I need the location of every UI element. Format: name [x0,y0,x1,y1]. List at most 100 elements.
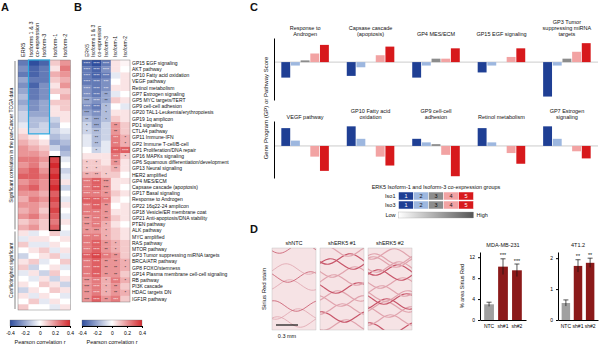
cell [120,141,130,148]
significance: **** [84,210,91,215]
text-line: 3 [434,193,437,199]
significance: **** [93,278,100,283]
row-label: GP6 Squamous differentiation/development [132,159,229,165]
cell [101,165,111,172]
significance: * [105,290,107,295]
cell [39,117,50,123]
significance: * [124,265,126,270]
cell [60,213,71,219]
significance: ** [104,210,108,215]
cell [39,134,50,140]
heatmap: ERK5Isoforms 1 & 3co-expressionIsoform-3… [6,22,74,345]
cell [92,116,102,123]
cell [29,111,40,117]
tick-mark [556,289,558,290]
cell [120,215,130,222]
histology-image [368,248,412,330]
cell [39,208,50,214]
text-line: ** [95,135,99,140]
significance: **** [84,86,91,91]
significance: ** [104,259,108,264]
significance: *** [113,141,118,146]
row-label: GP7 Estrogen signaling [132,91,185,97]
cell [82,271,92,278]
cell [120,79,130,86]
significance: ** [114,259,118,264]
cell [111,110,121,117]
text-line: ** [114,129,118,134]
stain-texture [272,316,316,327]
significance: **** [84,61,91,66]
cell [111,66,121,73]
text-line: ** [104,296,108,301]
cell [120,72,130,79]
significance: **** [93,104,100,109]
text-line: * [124,290,126,295]
text-line: *** [514,258,521,264]
row-label: Retinol metabolism [132,85,175,91]
cell [82,103,92,110]
cell [39,123,50,129]
cell [92,159,102,166]
significance: *** [104,185,109,190]
cell [120,128,130,135]
tick-mark [127,326,128,328]
significance: ** [114,160,118,165]
cell [18,145,29,151]
text-line: co-expression [34,23,40,57]
legend-label: 4 [449,193,452,199]
text-line: (apoptosis) [357,31,384,37]
legend-end: High [477,212,488,218]
cell [50,236,61,242]
cell [120,265,130,272]
cell [50,60,61,66]
cell [82,141,92,148]
cell [29,208,40,214]
cell [39,248,50,254]
significance: * [105,228,107,233]
tick-label: -0.2 [93,330,102,336]
legend-label: 3 [434,202,437,208]
cell [29,168,40,174]
cell [111,97,121,104]
bar [281,62,290,78]
tick: -0.2 [93,326,102,336]
tick-label: -0.4 [6,330,15,336]
text-line: * [86,123,88,128]
text-line: *** [113,141,118,146]
cell [50,174,61,180]
text-line: *** [84,290,89,295]
text-line: *** [104,197,109,202]
column-header: Isoform-2 [62,34,68,57]
cell [101,97,111,104]
bar [441,59,450,62]
bar [572,146,581,151]
cell [29,88,40,94]
text-line: GP4 MES/ECM [417,31,456,37]
cell [120,147,130,154]
text-line: **** [84,92,91,97]
text-line: VEGF pathway [132,78,166,84]
legend-title: ERK5 Isoform-1 and Isoform-3 co-expressi… [372,184,501,190]
text-line: **** [93,284,100,289]
bar [376,146,385,157]
tick-label: 0.4 [139,330,146,336]
highlight-box [50,157,61,231]
cell [29,248,40,254]
cell [29,140,40,146]
stain-texture [368,270,412,280]
bar [441,146,450,155]
stain-texture [272,309,316,320]
cell [50,105,61,111]
cell [60,270,71,276]
y-axis: 04812 [469,253,480,324]
significance: * [105,104,107,109]
cell [60,191,71,197]
error-cap [588,258,593,259]
cell [60,140,71,146]
row-label: PTEN pathway [132,221,166,227]
cell [92,197,102,204]
text-line: * [96,166,98,171]
cell [120,190,130,197]
image-label: shERK5 #2 [376,240,404,246]
